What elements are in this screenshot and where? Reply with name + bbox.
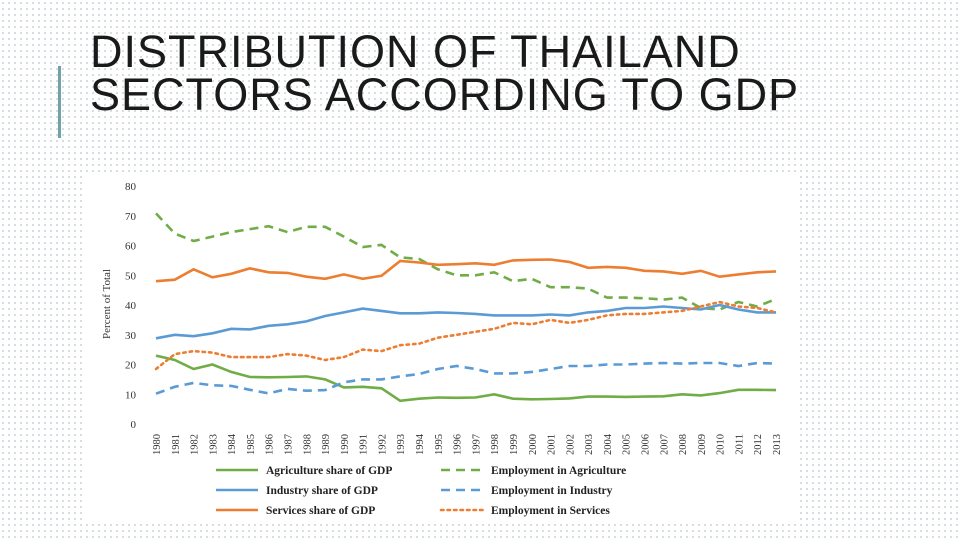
x-tick-label: 1995 (434, 434, 445, 455)
series-line-employment-in-services (154, 300, 778, 371)
series-line-employment-in-agriculture (155, 212, 777, 311)
y-tick-label: 40 (125, 300, 137, 312)
x-tick-label: 2005 (622, 434, 633, 455)
x-tick-label: 1996 (453, 434, 464, 455)
x-tick-label: 1989 (321, 434, 332, 455)
slide-title: DISTRIBUTION OF THAILAND SECTORS ACCORDI… (90, 26, 800, 120)
x-tick-label: 2001 (547, 434, 558, 455)
x-tick-label: 1983 (208, 434, 219, 455)
y-tick-label: 80 (125, 181, 137, 193)
series-line-employment-in-industry (155, 361, 777, 395)
x-tick-label: 2012 (753, 434, 764, 455)
x-tick-label: 2009 (697, 434, 708, 455)
x-tick-label: 2008 (678, 434, 689, 455)
x-tick-label: 1994 (415, 433, 426, 455)
x-tick-label: 2002 (565, 434, 576, 455)
x-tick-label: 2003 (584, 434, 595, 455)
x-tick-label: 2006 (640, 434, 651, 455)
y-tick-label: 70 (125, 211, 137, 223)
y-tick-label: 60 (125, 241, 137, 253)
x-tick-label: 2013 (772, 434, 783, 455)
legend-label: Agriculture share of GDP (266, 465, 392, 477)
series-line-services-share-of-gdp (155, 258, 777, 283)
x-tick-label: 1991 (359, 434, 370, 455)
x-tick-label: 1986 (265, 434, 276, 455)
legend-label: Services share of GDP (266, 505, 375, 517)
x-tick-label: 1990 (340, 434, 351, 455)
legend-item: Employment in Industry (441, 485, 613, 497)
x-tick-label: 1982 (190, 434, 201, 455)
legend-item: Agriculture share of GDP (216, 465, 392, 477)
y-tick-label: 20 (125, 360, 137, 372)
y-tick-label: 0 (131, 419, 137, 431)
x-tick-label: 2010 (716, 434, 727, 455)
x-tick-label: 2004 (603, 433, 614, 455)
line-chart: Percent of Total 0 10 20 30 40 50 60 70 80 1980 1… (101, 181, 783, 517)
x-tick-label: 1988 (302, 434, 313, 455)
series-line-industry-share-of-gdp (155, 303, 776, 340)
x-tick-label: 1999 (509, 434, 520, 455)
legend-label: Industry share of GDP (266, 485, 378, 497)
x-tick-label: 1993 (396, 434, 407, 455)
series-line-agriculture-share-of-gdp (155, 354, 777, 403)
legend-label: Employment in Services (491, 505, 610, 517)
x-tick-label: 1984 (227, 433, 238, 455)
legend-item: Services share of GDP (216, 505, 375, 517)
chart-panel: Percent of Total 0 10 20 30 40 50 60 70 80 1980 1… (86, 176, 800, 524)
x-tick-label: 2011 (734, 434, 745, 455)
x-tick-label: 1997 (471, 434, 482, 455)
legend-item: Industry share of GDP (216, 485, 378, 497)
x-tick-label: 2000 (528, 434, 539, 455)
x-tick-label: 1987 (284, 434, 295, 455)
legend-item: Employment in Agriculture (441, 465, 626, 477)
legend-label: Employment in Agriculture (491, 465, 626, 477)
y-tick-label: 50 (125, 270, 137, 282)
y-axis-label: Percent of Total (101, 269, 113, 339)
y-tick-label: 10 (125, 389, 137, 401)
title-accent-bar (58, 66, 61, 138)
legend-item: Employment in Services (439, 505, 610, 517)
x-tick-label: 1992 (377, 434, 388, 455)
x-tick-label: 1981 (171, 434, 182, 455)
legend-label: Employment in Industry (491, 485, 613, 497)
x-tick-label: 1998 (490, 434, 501, 455)
x-tick-label: 1985 (246, 434, 257, 455)
x-tick-label: 1980 (152, 434, 163, 455)
y-tick-label: 30 (125, 330, 137, 342)
x-tick-label: 2007 (659, 434, 670, 455)
